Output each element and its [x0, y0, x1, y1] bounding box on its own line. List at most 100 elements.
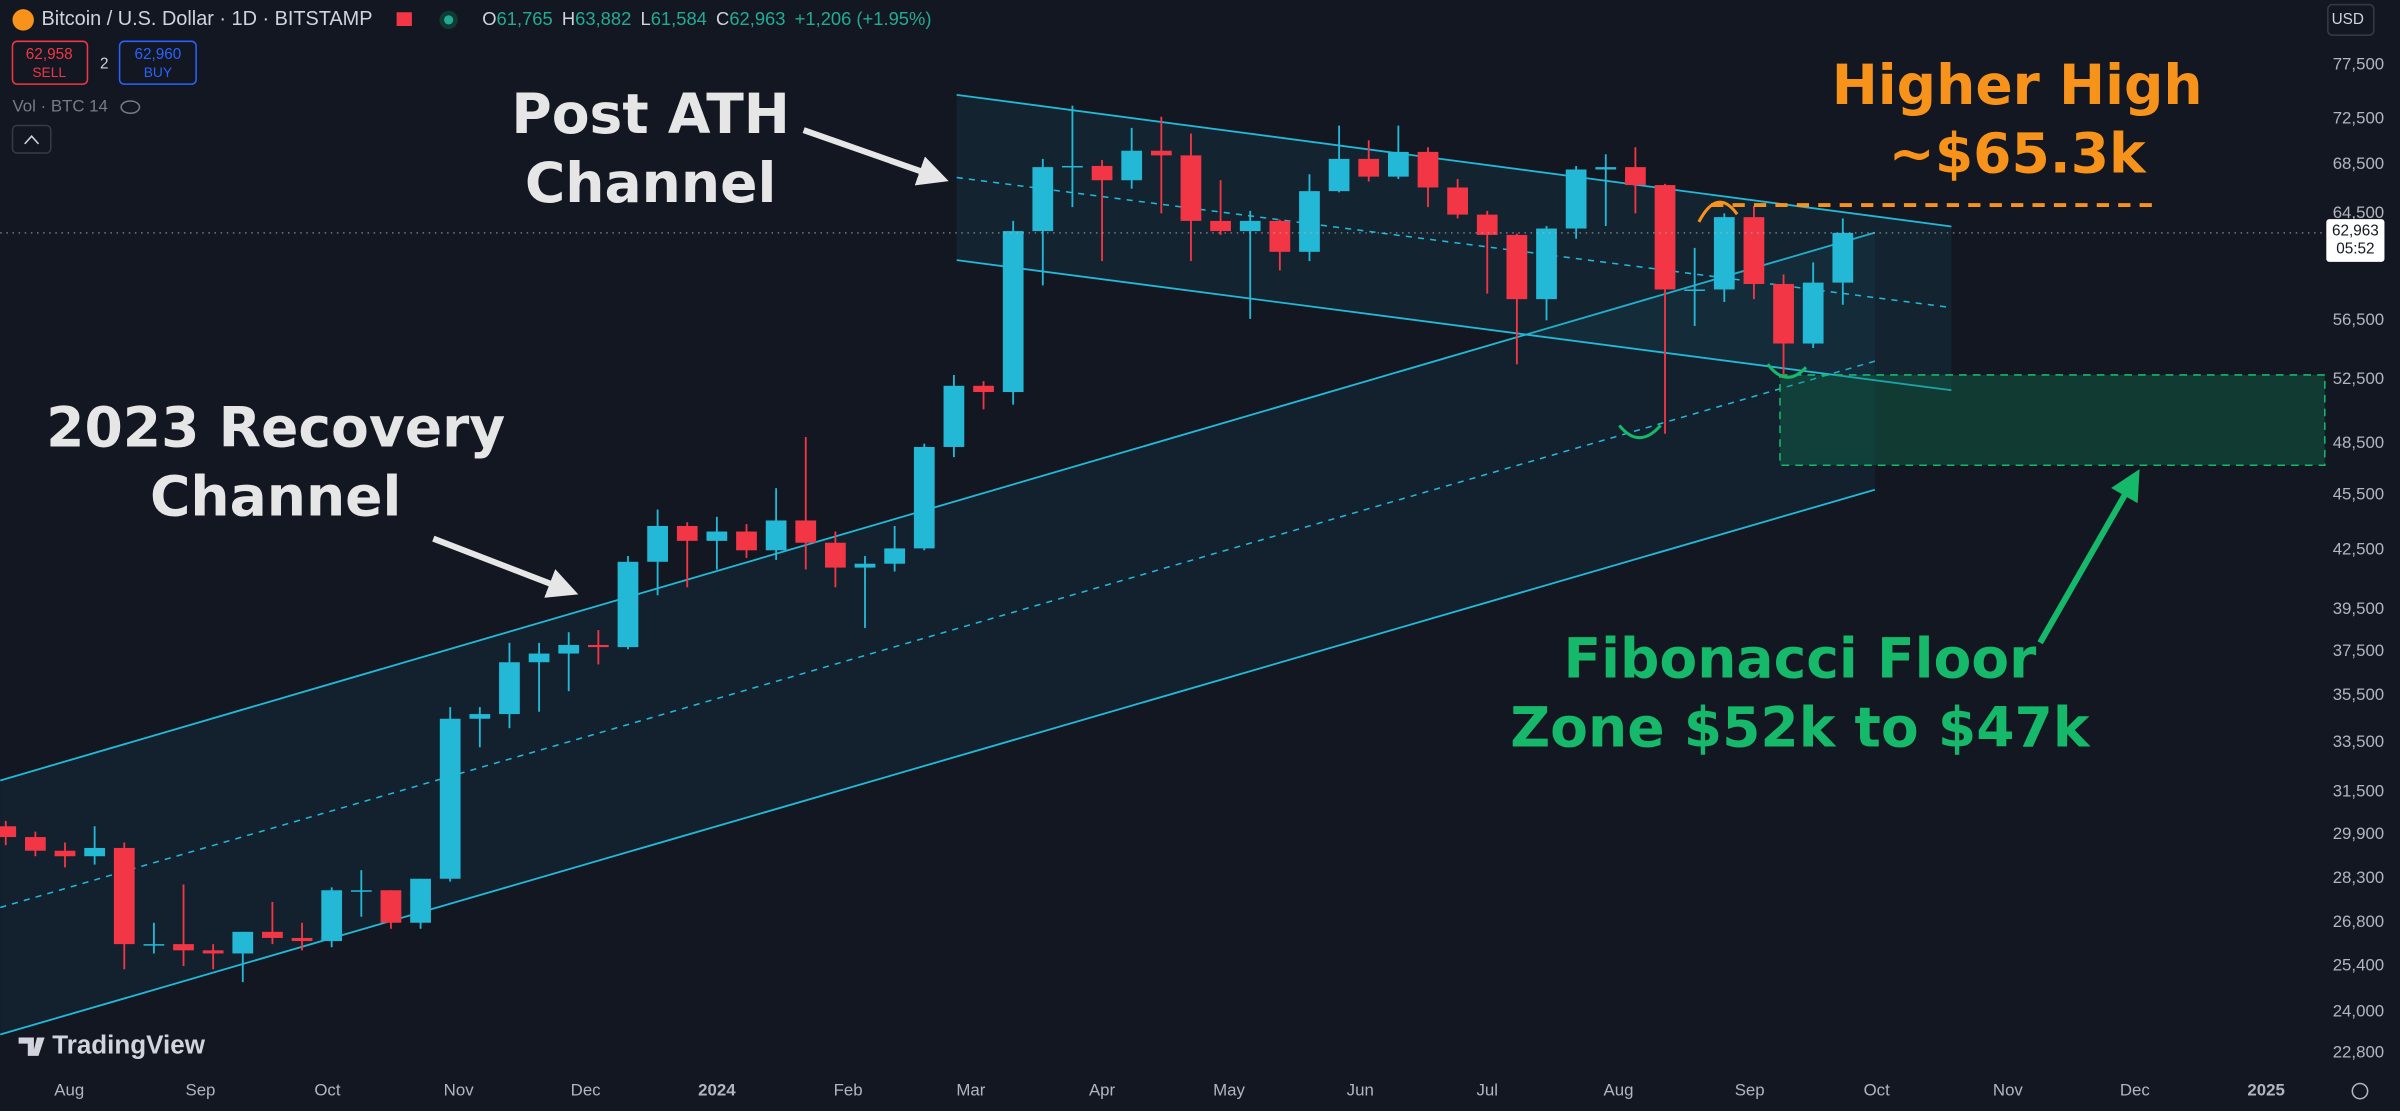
- y-tick-label: 35,500: [2333, 685, 2384, 704]
- symbol-icon: [12, 9, 34, 31]
- candle-body: [1802, 282, 1824, 344]
- annotation: Channel: [525, 151, 776, 215]
- candle-body: [1062, 165, 1083, 168]
- candle-body: [499, 662, 520, 715]
- flag-icon[interactable]: [396, 12, 412, 27]
- annotation: Higher High: [1832, 53, 2203, 117]
- candle-body: [558, 644, 580, 654]
- x-tick-label: Jun: [1347, 1081, 1374, 1100]
- candle-body: [1447, 187, 1468, 215]
- candle-body: [676, 525, 698, 541]
- ohlc-value: 63,882: [575, 8, 631, 29]
- ohlc-key: O: [482, 8, 496, 29]
- settings-icon[interactable]: [2351, 1082, 2369, 1100]
- x-tick-label: Aug: [54, 1081, 84, 1100]
- y-tick-label: 22,800: [2333, 1043, 2384, 1062]
- y-tick-label: 31,500: [2333, 782, 2384, 801]
- candle-body: [587, 644, 609, 648]
- eye-icon[interactable]: [120, 100, 141, 115]
- annotation: ~$65.3k: [1889, 122, 2147, 186]
- x-tick-label: 2024: [698, 1081, 736, 1100]
- recovery-upper: [0, 231, 1876, 782]
- plot: [0, 105, 2324, 983]
- y-tick-label: 33,500: [2333, 732, 2384, 751]
- annotation: Zone $52k to $47k: [1510, 696, 2091, 760]
- x-tick-label: 2025: [2247, 1081, 2284, 1100]
- candle-body: [647, 525, 668, 562]
- candle-body: [1713, 217, 1735, 290]
- x-tick-label: Oct: [1864, 1081, 1891, 1100]
- candle-body: [765, 520, 787, 551]
- ohlc: O61,765 H63,882 L61,584 C62,963 +1,206 (+1.9…: [482, 8, 931, 29]
- buy-button[interactable]: [118, 40, 197, 85]
- candle-body: [1002, 231, 1024, 393]
- candle-body: [913, 446, 935, 549]
- candle-body: [1506, 234, 1528, 300]
- candle-body: [943, 385, 965, 447]
- low-arc: [1766, 363, 1808, 379]
- x-tick-label: Oct: [314, 1081, 341, 1100]
- candle-body: [262, 931, 283, 938]
- ohlc-value: 61,765: [497, 8, 553, 29]
- sell-button[interactable]: [11, 40, 89, 85]
- buy-price: 62,960: [134, 46, 181, 63]
- x-tick-label: Jul: [1476, 1081, 1498, 1100]
- x-tick-label: May: [1213, 1081, 1245, 1100]
- candle-body: [1239, 220, 1261, 232]
- candle-body: [825, 542, 846, 568]
- annotation: 2023 Recovery: [46, 396, 505, 460]
- countdown: 05:52: [2336, 241, 2374, 258]
- volume-label: Vol · BTC 14: [12, 97, 107, 116]
- sell-label: SELL: [32, 65, 66, 80]
- candle-body: [1565, 169, 1587, 229]
- y-tick-label: 28,300: [2333, 868, 2384, 887]
- candle-body: [410, 878, 431, 923]
- y-tick-label: 64,500: [2333, 203, 2384, 222]
- candle-body: [1684, 289, 1706, 291]
- ath-lower: [956, 259, 1952, 392]
- y-tick-label: 24,000: [2333, 1001, 2384, 1020]
- candle-body: [1328, 158, 1350, 192]
- x-tick-label: Dec: [2120, 1081, 2150, 1100]
- candle-body: [1180, 155, 1202, 221]
- price-tag: [2326, 219, 2385, 262]
- candle-body: [1121, 150, 1143, 181]
- y-tick-label: 48,500: [2333, 433, 2384, 452]
- y-tick-label: 72,500: [2333, 108, 2384, 127]
- candle-body: [1743, 217, 1765, 284]
- recovery-channel-fill: [0, 232, 1875, 1035]
- currency-button[interactable]: [2327, 3, 2375, 36]
- fib-zone: [1779, 374, 2326, 466]
- chevron: [24, 135, 40, 145]
- candle-body: [736, 531, 757, 551]
- candle-body: [291, 937, 313, 942]
- candle-body: [321, 890, 343, 942]
- x-tick-label: Feb: [834, 1081, 863, 1100]
- candle-body: [54, 850, 76, 857]
- x-tick-label: Nov: [444, 1081, 475, 1100]
- candle-body: [380, 890, 402, 923]
- ohlc-key: H: [562, 8, 575, 29]
- ohlc-key: L: [641, 8, 651, 29]
- buy-label: BUY: [144, 65, 172, 80]
- y-tick-label: 52,500: [2333, 369, 2384, 388]
- y-tick-label: 77,500: [2333, 55, 2384, 74]
- annotation: Fibonacci Floor: [1563, 627, 2036, 691]
- candle-body: [1358, 158, 1380, 177]
- candle-body: [84, 847, 106, 857]
- annotation: Channel: [150, 465, 401, 529]
- candle-body: [0, 826, 17, 838]
- candle-body: [113, 847, 135, 945]
- toolbar: Bitcoin / U.S. Dollar · 1D · BITSTAMP O6…: [11, 3, 2385, 1100]
- arrow: [2037, 469, 2140, 645]
- candle-body: [25, 837, 46, 851]
- y-tick-label: 26,800: [2333, 912, 2384, 931]
- sell-price: 62,958: [26, 46, 73, 63]
- recovery-lower: [0, 488, 1876, 1036]
- candle-body: [1150, 150, 1172, 156]
- symbol[interactable]: Bitcoin / U.S. Dollar · 1D · BITSTAMP: [42, 8, 373, 30]
- candle-body: [973, 385, 994, 393]
- collapse-button[interactable]: [11, 124, 52, 154]
